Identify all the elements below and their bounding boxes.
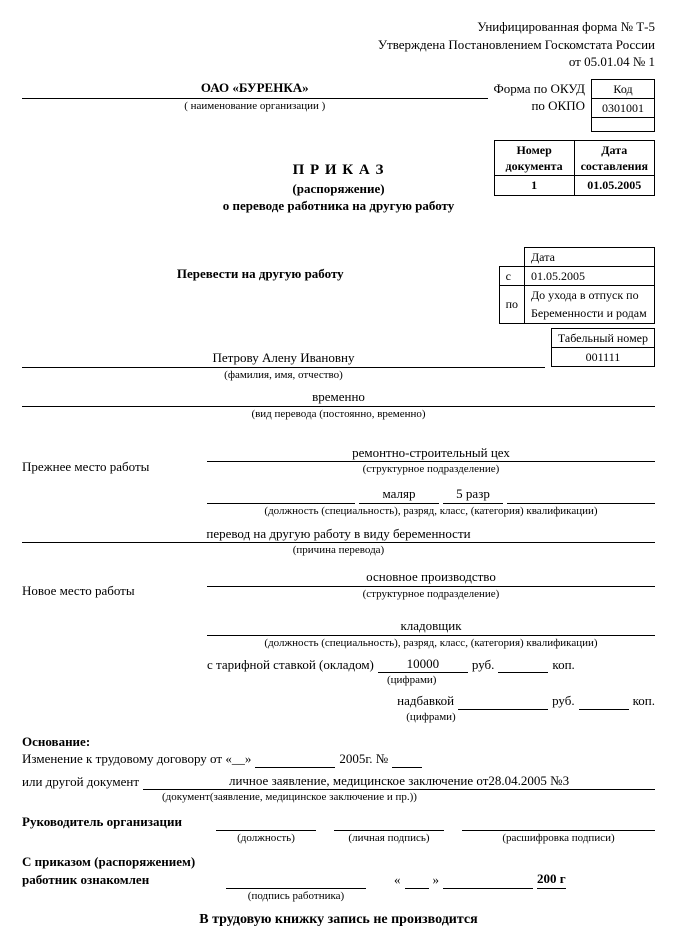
nadbavka-caption: (цифрами) [207,710,655,725]
basis-line1a: Изменение к трудовому договору от «__» [22,750,251,768]
kod-header: Код [592,79,655,98]
sign-name-caption: (расшифровка подписи) [462,831,655,846]
prev-reason-caption: (причина перевода) [22,543,655,558]
rub-label2: руб. [552,692,575,710]
okpo-label: по ОКПО [494,98,586,115]
basis-label: Основание: [22,733,655,751]
kod-value: 0301001 [592,98,655,117]
order-sub2: о переводе работника на другую работу [22,197,655,215]
kod-table: Код 0301001 [591,79,655,132]
worker-sign-caption: (подпись работника) [226,889,366,904]
ack-line1: С приказом (распоряжением) [22,853,222,871]
doc-date-header: Дата составления [574,141,654,176]
prev-dept-caption: (структурное подразделение) [207,462,655,477]
footer-note: В трудовую книжку запись не производится [22,911,655,930]
salary-caption: (цифрами) [387,673,655,688]
doc-num: 1 [494,176,574,195]
basis-line2a: или другой документ [22,773,139,791]
tabnum-value: 001111 [551,347,654,366]
basis-line1b: 2005г. № [339,750,388,768]
prev-pos-b: 5 разр [443,485,503,504]
org-name-caption: ( наименование организации ) [22,99,488,114]
head-label: Руководитель организации [22,813,212,831]
form-header-line3: от 05.01.04 № 1 [22,53,655,71]
basis-line2b: личное заявление, медицинское заключение… [143,772,655,791]
form-header-line1: Унифицированная форма № Т-5 [22,18,655,36]
prev-dept: ремонтно-строительный цех [207,438,655,463]
form-header-line2: Утверждена Постановлением Госкомстата Ро… [22,36,655,54]
quote-close: » [433,871,440,889]
new-pos-caption: (должность (специальность), разряд, клас… [207,636,655,651]
year-suffix: 200 г [537,870,566,889]
prev-pos-caption: (должность (специальность), разряд, клас… [207,504,655,519]
date-po-value1: До ухода в отпуск по [525,286,655,305]
vid-value: временно [22,382,655,407]
date-s-value: 01.05.2005 [525,267,655,286]
sign-sign-caption: (личная подпись) [334,831,444,846]
doc-date: 01.05.2005 [574,176,654,195]
new-pos: кладовщик [207,611,655,636]
tabnum-label: Табельный номер [551,328,654,347]
salary-prefix: с тарифной ставкой (окладом) [207,656,374,674]
sign-pos-caption: (должность) [216,831,316,846]
transfer-date-table: Дата с 01.05.2005 по До ухода в отпуск п… [499,247,655,324]
rub-label: руб. [472,656,495,674]
prev-label: Прежнее место работы [22,438,197,476]
new-dept: основное производство [207,562,655,587]
vid-caption: (вид перевода (постоянно, временно) [22,407,655,422]
org-name: ОАО «БУРЕНКА» [22,79,488,100]
doc-box: Номер документа Дата составления 1 01.05… [494,140,655,196]
quote-open: « [394,871,401,889]
transfer-heading: Перевести на другую работу [22,247,499,283]
ack-line2: работник ознакомлен [22,871,222,889]
fio-caption: (фамилия, имя, отчество) [22,368,545,383]
okud-label: Форма по ОКУД [494,81,586,98]
prev-pos-a: маляр [359,485,439,504]
salary-value: 10000 [378,655,468,674]
date-po-value2: Беременности и родам [525,304,655,323]
basis-line2-caption: (документ(заявление, медицинское заключе… [162,790,655,805]
tabnum-box: Табельный номер 001111 [551,328,655,367]
prev-reason: перевод на другую работу в виду беременн… [22,519,655,544]
date-po-label: по [499,286,524,323]
nadbavka-label: надбавкой [397,692,454,710]
fio-value: Петрову Алену Ивановну [22,343,545,368]
kop-label2: коп. [633,692,655,710]
doc-num-header: Номер документа [494,141,574,176]
new-dept-caption: (структурное подразделение) [207,587,655,602]
kop-label: коп. [552,656,574,674]
new-label: Новое место работы [22,562,197,600]
date-header: Дата [525,247,655,266]
date-s-label: с [499,267,524,286]
